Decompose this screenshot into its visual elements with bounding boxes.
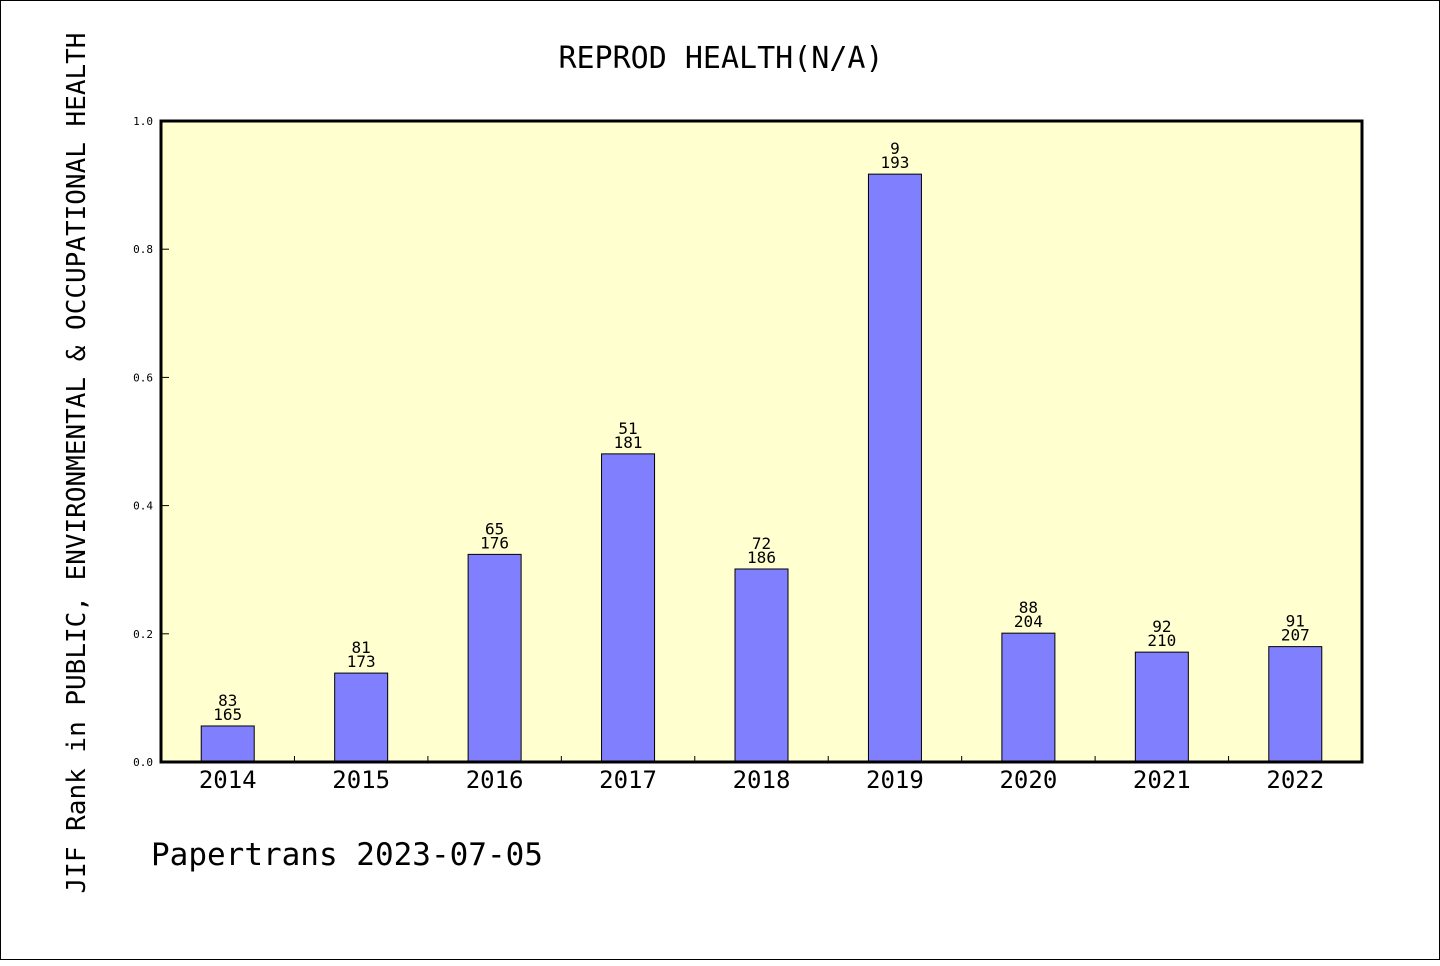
y-tick-label: 1.0 bbox=[133, 115, 153, 128]
bar-rank-label: 51 bbox=[618, 419, 637, 438]
chart-title: REPROD HEALTH(N/A) bbox=[558, 41, 883, 76]
bar-rank-label: 83 bbox=[218, 691, 237, 710]
y-tick-label: 0.6 bbox=[133, 371, 153, 384]
bar-rank-label: 91 bbox=[1286, 612, 1305, 631]
bar-total-label: 207 bbox=[1281, 626, 1310, 645]
y-tick-label: 0.2 bbox=[133, 628, 153, 641]
x-tick-label: 2018 bbox=[733, 766, 791, 794]
x-tick-label: 2020 bbox=[999, 766, 1057, 794]
ticks-group: 2014 2015 2016 2017 2018 2019 2020 2021 2022 0.0 0… bbox=[133, 115, 1324, 794]
bar-total-label: 210 bbox=[1147, 631, 1176, 650]
bar-rank-label: 9 bbox=[890, 139, 900, 158]
bar-2021 bbox=[1134, 651, 1189, 763]
bar-2014 bbox=[200, 725, 255, 763]
x-tick-label: 2019 bbox=[866, 766, 924, 794]
y-tick-label: 0.0 bbox=[133, 756, 153, 769]
bar-2019 bbox=[867, 173, 922, 763]
y-tick-label: 0.8 bbox=[133, 243, 153, 256]
bar-rank-label: 81 bbox=[352, 638, 371, 657]
bar-total-label: 181 bbox=[614, 433, 643, 452]
footer-text: Papertrans 2023-07-05 bbox=[151, 837, 543, 873]
bar-rank-label: 88 bbox=[1019, 598, 1038, 617]
bar-2016 bbox=[467, 553, 522, 763]
bar-2015 bbox=[334, 672, 389, 763]
bar-2020 bbox=[1001, 632, 1056, 763]
x-tick-label: 2015 bbox=[332, 766, 390, 794]
bar-total-label: 173 bbox=[347, 652, 376, 671]
bar-total-label: 193 bbox=[880, 153, 909, 172]
x-tick-label: 2017 bbox=[599, 766, 657, 794]
bar-2017 bbox=[601, 453, 656, 763]
bar-rank-label: 65 bbox=[485, 519, 504, 538]
plot-border bbox=[159, 119, 1364, 764]
x-tick-label: 2014 bbox=[199, 766, 257, 794]
bar-total-label: 186 bbox=[747, 548, 776, 567]
bar-2018 bbox=[734, 568, 789, 763]
y-axis-label: JIF Rank in PUBLIC, ENVIRONMENTAL & OCCU… bbox=[62, 33, 92, 894]
bar-total-label: 204 bbox=[1014, 612, 1043, 631]
x-tick-label: 2022 bbox=[1266, 766, 1324, 794]
bar-rank-label: 72 bbox=[752, 534, 771, 553]
bar-rank-label: 92 bbox=[1152, 617, 1171, 636]
x-tick-label: 2016 bbox=[466, 766, 524, 794]
y-tick-label: 0.4 bbox=[133, 500, 153, 513]
bar-2022 bbox=[1268, 646, 1323, 763]
x-tick-label: 2021 bbox=[1133, 766, 1191, 794]
bar-total-label: 176 bbox=[480, 533, 509, 552]
bar-total-label: 165 bbox=[213, 705, 242, 724]
